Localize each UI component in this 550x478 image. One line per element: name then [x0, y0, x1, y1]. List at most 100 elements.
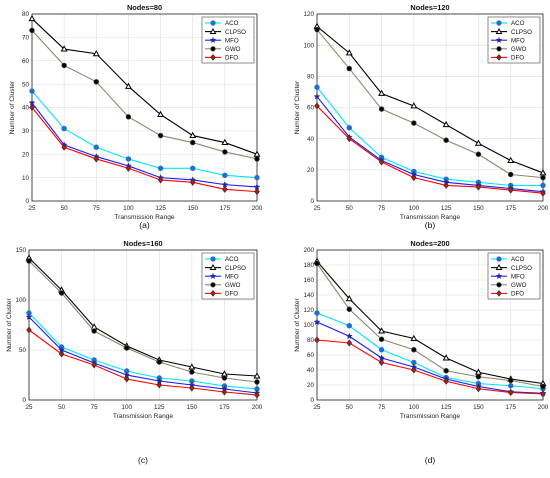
series-line-gwo — [316, 29, 544, 179]
legend-label: DFO — [225, 55, 238, 62]
series-aco — [29, 88, 260, 181]
legend-item-dfo: DFO — [491, 54, 524, 62]
data-point-aco — [314, 310, 320, 316]
x-tick-label: 175 — [505, 205, 516, 212]
data-point-gwo — [378, 106, 385, 112]
data-point-aco — [346, 323, 352, 329]
legend-marker — [496, 282, 502, 288]
y-tick-label: 80 — [307, 74, 315, 81]
data-point-gwo — [411, 120, 417, 126]
y-tick-label: 70 — [22, 35, 30, 42]
data-point-clpso — [507, 156, 515, 163]
data-point-gwo — [508, 377, 514, 384]
series-dfo — [314, 336, 546, 398]
y-tick-label: 10 — [22, 175, 30, 182]
data-point-clpso — [539, 169, 547, 176]
legend-item-dfo: DFO — [491, 290, 524, 298]
data-point-gwo — [157, 132, 164, 139]
y-tick-label: 40 — [307, 367, 315, 374]
legend-label: CLPSO — [225, 265, 246, 272]
x-axis-label: Transmission Range — [113, 413, 174, 420]
data-point-gwo — [254, 379, 260, 385]
y-tick-label: 30 — [22, 128, 30, 135]
data-point-dfo — [314, 102, 320, 110]
series-gwo — [29, 27, 260, 162]
y-axis-label: Number of Cluster — [294, 297, 301, 351]
y-tick-label: 60 — [307, 105, 315, 112]
data-point-gwo — [540, 174, 546, 181]
y-axis-label: Number of Cluster — [6, 297, 13, 351]
data-point-dfo — [507, 388, 514, 397]
data-point-dfo — [93, 155, 100, 163]
data-point-clpso — [442, 120, 450, 128]
legend-marker — [496, 20, 502, 26]
legend-marker — [210, 282, 216, 288]
data-point-aco — [254, 174, 260, 181]
legend-marker — [496, 256, 502, 262]
data-point-gwo — [314, 26, 320, 33]
series-line-dfo — [316, 105, 544, 194]
data-point-gwo — [540, 383, 546, 390]
data-point-clpso — [92, 49, 100, 57]
data-point-gwo — [346, 65, 352, 72]
data-point-gwo — [475, 374, 482, 380]
data-point-mfo — [313, 318, 321, 325]
x-axis-label: Transmission Range — [400, 214, 461, 221]
chart-title: Nodes=160 — [123, 239, 162, 248]
y-axis-label: Number of Cluster — [9, 80, 16, 134]
data-point-dfo — [61, 143, 67, 151]
data-point-gwo — [411, 347, 417, 353]
x-tick-label: 125 — [441, 205, 452, 212]
chart-panel-1: 25 50 75 100 125 150 175 200 0 10 20 30 40 50 60 70 80 No… — [9, 3, 263, 230]
series-line-mfo — [316, 321, 544, 394]
x-tick-label: 175 — [219, 404, 230, 411]
legend-marker — [496, 290, 502, 297]
x-tick-label: 100 — [409, 404, 420, 411]
data-point-dfo — [443, 181, 449, 189]
x-tick-label: 25 — [313, 404, 321, 411]
series-line-mfo — [31, 102, 258, 188]
x-tick-label: 125 — [155, 205, 166, 212]
data-point-clpso — [253, 150, 261, 157]
data-point-aco — [157, 165, 164, 171]
legend-marker — [496, 46, 502, 52]
x-tick-label: 175 — [220, 205, 231, 212]
data-point-aco — [314, 84, 320, 90]
y-tick-label: 0 — [25, 198, 29, 205]
series-gwo — [26, 258, 260, 385]
x-tick-label: 75 — [93, 205, 101, 212]
x-tick-label: 50 — [346, 404, 354, 411]
series-line-gwo — [316, 263, 544, 388]
series-gwo — [314, 26, 546, 181]
data-point-gwo — [156, 359, 162, 365]
data-point-aco — [540, 182, 546, 189]
data-point-dfo — [157, 176, 164, 184]
series-line-dfo — [28, 329, 258, 396]
y-tick-label: 0 — [22, 397, 26, 404]
legend-label: DFO — [225, 291, 238, 298]
data-point-dfo — [346, 339, 353, 347]
legend-item-gwo: GWO — [491, 46, 527, 53]
legend-label: CLPSO — [511, 265, 532, 272]
legend-item-gwo: GWO — [205, 46, 241, 53]
legend-marker — [210, 290, 216, 297]
data-point-clpso — [345, 49, 353, 56]
chart-title: Nodes=120 — [410, 3, 449, 12]
data-point-dfo — [91, 361, 97, 369]
x-tick-label: 175 — [505, 404, 516, 411]
legend-marker — [496, 54, 502, 61]
chart-title: Nodes=200 — [410, 239, 449, 248]
plot-frame — [28, 249, 258, 401]
legend-marker — [495, 263, 503, 270]
legend-item-clpso: CLPSO — [491, 27, 532, 36]
x-tick-label: 200 — [252, 205, 263, 212]
y-tick-label: 80 — [22, 11, 30, 18]
series-line-aco — [316, 86, 543, 186]
legend-item-mfo: MFO — [205, 36, 239, 44]
y-tick-label: 40 — [307, 136, 315, 143]
data-point-clpso — [189, 131, 197, 139]
chart-panel-4: 25 50 75 100 125 150 175 200 0 20 40 60 80 100 120 140 1… — [294, 239, 549, 465]
